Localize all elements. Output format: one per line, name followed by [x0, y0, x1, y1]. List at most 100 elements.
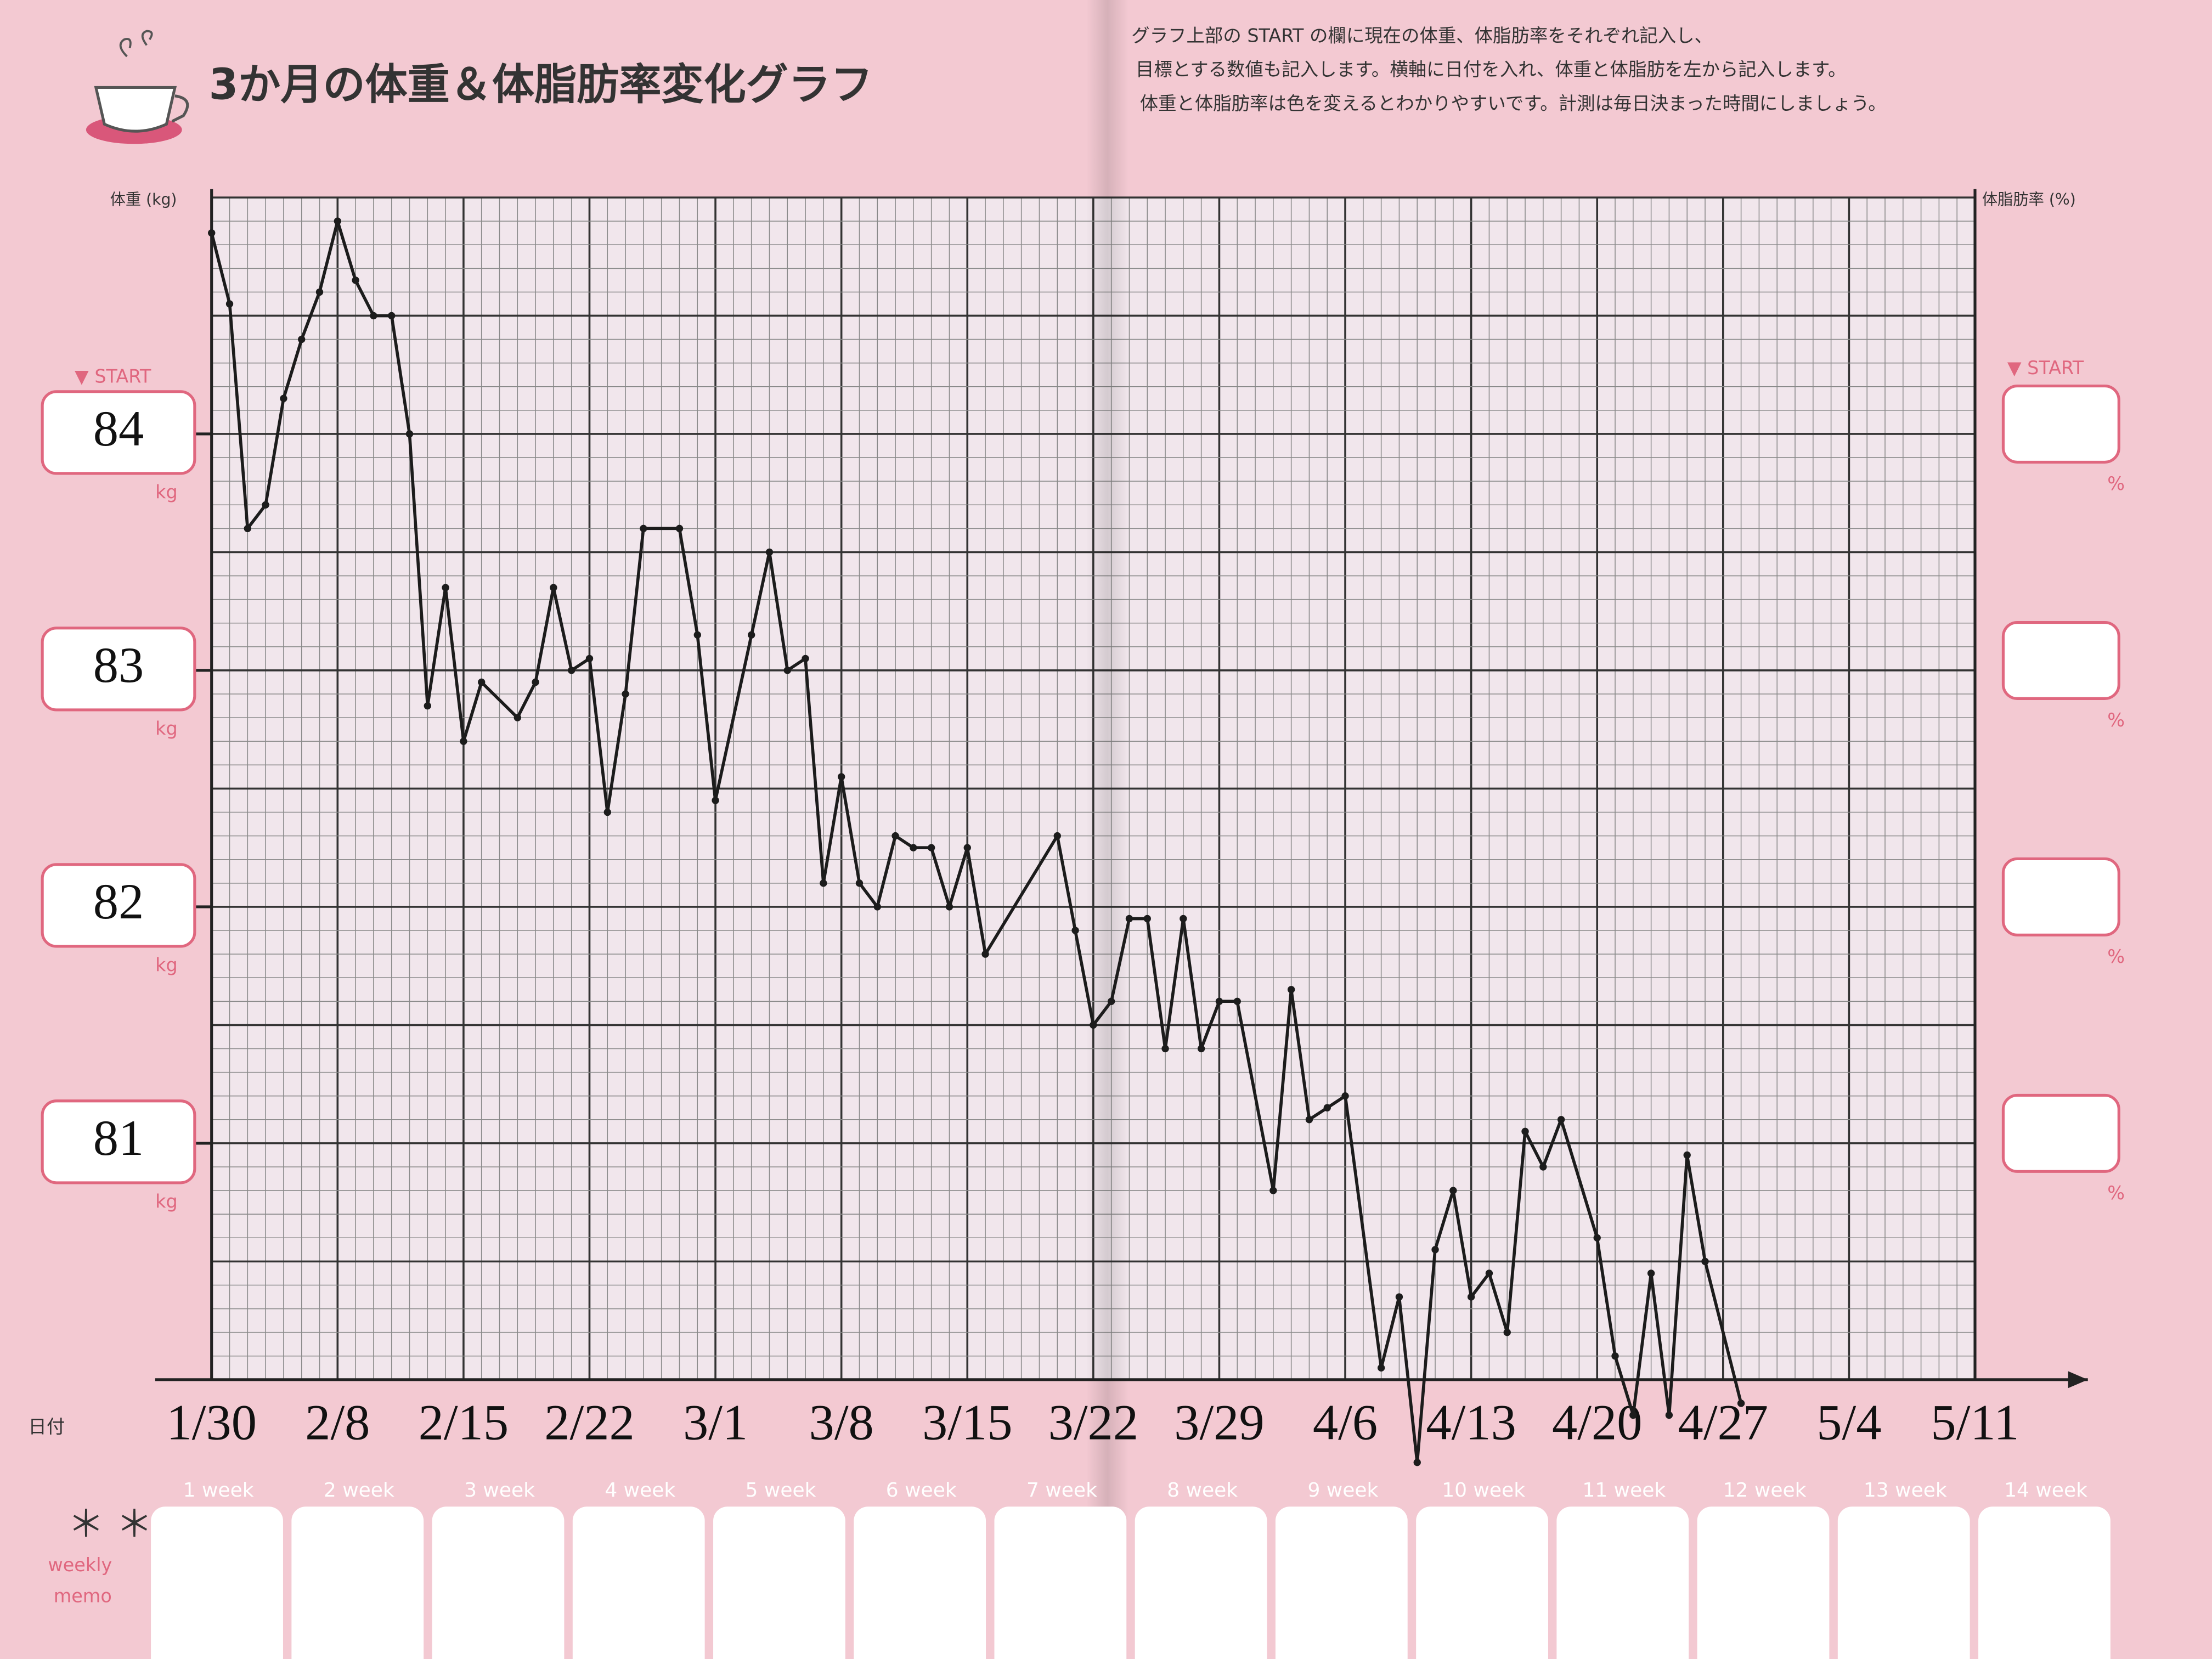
y2-box	[2001, 384, 2120, 464]
data-point	[1431, 1246, 1439, 1254]
data-point	[514, 714, 521, 721]
memo-box	[1556, 1506, 1689, 1659]
memo-box	[1697, 1506, 1830, 1659]
data-point	[334, 217, 341, 225]
data-point	[568, 667, 575, 674]
data-point	[1323, 1104, 1331, 1111]
y-tick-label: 82	[93, 874, 144, 930]
data-point	[1467, 1293, 1475, 1301]
data-point	[765, 548, 774, 556]
y-unit: kg	[155, 1190, 178, 1212]
y-unit: kg	[155, 718, 178, 739]
y-unit: kg	[155, 954, 178, 975]
memo-box	[854, 1506, 986, 1659]
data-point	[1053, 832, 1061, 840]
memo-box	[1978, 1506, 2111, 1659]
data-point	[1233, 997, 1241, 1005]
data-point	[945, 903, 953, 911]
data-point	[1197, 1045, 1205, 1053]
data-point	[1305, 1116, 1313, 1124]
data-point	[1180, 915, 1187, 923]
gutter	[1086, 0, 1129, 1659]
memo-box	[291, 1506, 424, 1659]
data-point	[1071, 927, 1079, 934]
memo-box	[572, 1506, 705, 1659]
data-point	[1737, 1400, 1745, 1407]
x-tick-label: 2/22	[544, 1395, 635, 1451]
x-tick-label: 3/15	[922, 1395, 1013, 1451]
x-tick-label: 4/6	[1313, 1395, 1378, 1451]
y2-unit: %	[2107, 709, 2125, 731]
data-point	[352, 276, 359, 284]
data-point	[1269, 1187, 1277, 1194]
data-point	[1090, 1021, 1097, 1029]
y-tick-label: 83	[93, 637, 144, 693]
data-point	[370, 312, 377, 320]
data-point	[550, 584, 557, 591]
x-tick-label: 3/29	[1174, 1395, 1265, 1451]
data-point	[244, 524, 251, 533]
week-label: 1 week	[183, 1479, 254, 1502]
y-unit: kg	[155, 481, 178, 503]
data-point	[622, 690, 629, 698]
memo-box	[151, 1506, 283, 1659]
y-tick-box	[41, 1099, 196, 1184]
data-point	[783, 667, 791, 674]
data-point	[1683, 1151, 1691, 1159]
x-tick-label: 5/11	[1931, 1395, 2019, 1451]
data-point	[1143, 915, 1151, 923]
data-point	[981, 950, 989, 958]
data-point	[442, 584, 449, 591]
data-point	[802, 654, 809, 663]
data-point	[280, 394, 287, 403]
memo-label: memo	[54, 1585, 112, 1606]
data-point	[820, 879, 827, 887]
data-point	[1395, 1293, 1403, 1301]
data-point	[712, 797, 719, 804]
x-tick-label: 3/22	[1048, 1395, 1139, 1451]
x-tick-label: 2/15	[419, 1395, 509, 1451]
x-tick-label: 5/4	[1816, 1395, 1881, 1451]
y2-unit: %	[2107, 946, 2125, 967]
data-point	[1647, 1269, 1655, 1277]
cup-icon	[86, 30, 189, 144]
memo-box	[1275, 1506, 1408, 1659]
data-point	[262, 501, 269, 509]
x-tick-label: 1/30	[166, 1395, 257, 1451]
x-tick-label: 4/20	[1552, 1395, 1643, 1451]
data-point	[1593, 1234, 1601, 1242]
data-point	[1413, 1459, 1421, 1466]
y2-box	[2001, 620, 2120, 700]
data-point	[1377, 1364, 1385, 1372]
instruction: 目標とする数値も記入します。横軸に日付を入れ、体重と体脂肪を左から記入します。	[1136, 59, 1847, 80]
memo-box	[1837, 1506, 1970, 1659]
data-point	[315, 288, 324, 296]
week-label: 6 week	[886, 1479, 957, 1502]
data-point	[603, 808, 611, 816]
data-point	[1503, 1328, 1511, 1336]
x-tick-label: 3/8	[809, 1395, 874, 1451]
data-point	[1107, 997, 1115, 1005]
y-tick-box	[41, 390, 196, 475]
week-label: 14 week	[2004, 1479, 2087, 1502]
data-point	[873, 903, 881, 911]
data-point	[1215, 997, 1223, 1005]
week-label: 5 week	[746, 1479, 816, 1502]
memo-box	[1416, 1506, 1548, 1659]
data-point	[388, 312, 396, 320]
axis-arrow	[2068, 1371, 2088, 1389]
y2-box	[2001, 1093, 2120, 1173]
y2-unit: %	[2107, 1182, 2125, 1204]
data-point	[478, 678, 486, 686]
memo-box	[1135, 1506, 1267, 1659]
data-point	[208, 229, 216, 237]
week-label: 4 week	[605, 1479, 675, 1502]
data-point	[837, 773, 845, 781]
data-point	[1341, 1092, 1349, 1100]
week-label: 8 week	[1167, 1479, 1238, 1502]
data-point	[1611, 1352, 1619, 1360]
x-tick-label: 2/8	[305, 1395, 370, 1451]
memo-box	[994, 1506, 1127, 1659]
data-point	[532, 678, 539, 686]
